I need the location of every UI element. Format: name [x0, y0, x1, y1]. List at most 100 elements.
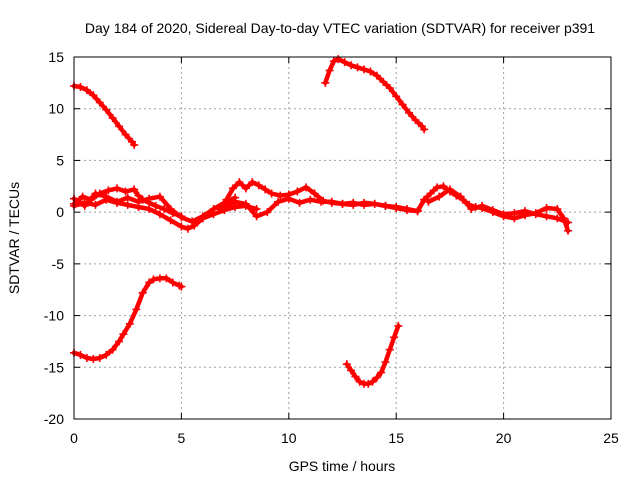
- data-point: [183, 224, 192, 233]
- y-tick-label: -20: [44, 411, 64, 427]
- data-point: [91, 189, 100, 198]
- data-point: [112, 197, 121, 206]
- data-point: [252, 205, 261, 214]
- data-point: [553, 214, 562, 223]
- data-point: [145, 278, 154, 287]
- data-point: [284, 194, 293, 203]
- data-point: [91, 200, 100, 209]
- data-point: [222, 195, 231, 204]
- data-point: [248, 178, 257, 187]
- data-point: [510, 209, 519, 218]
- x-tick-label: 20: [496, 430, 512, 446]
- data-point: [261, 185, 270, 194]
- data-point: [325, 66, 334, 75]
- data-point: [372, 71, 381, 80]
- data-point: [390, 333, 399, 342]
- data-point: [381, 201, 390, 210]
- data-point: [327, 197, 336, 206]
- y-tick-label: -5: [52, 256, 65, 272]
- data-point: [112, 184, 121, 193]
- data-point: [119, 330, 128, 339]
- y-tick-label: 10: [48, 101, 64, 117]
- data-point: [145, 205, 154, 214]
- data-point: [231, 197, 240, 206]
- data-point: [359, 65, 368, 74]
- data-point: [439, 182, 448, 191]
- data-point: [310, 189, 319, 198]
- series-arc-4: [70, 189, 240, 226]
- y-tick-label: -10: [44, 308, 64, 324]
- series-arc-1: [70, 81, 139, 149]
- y-tick-label: 15: [48, 49, 64, 65]
- x-tick-label: 15: [388, 430, 404, 446]
- y-axis-label: SDTVAR / TECUs: [6, 182, 22, 294]
- data-point: [166, 205, 175, 214]
- data-point: [263, 208, 272, 217]
- data-point: [381, 358, 390, 367]
- data-point: [168, 278, 177, 287]
- y-tick-label: 0: [56, 204, 64, 220]
- data-point: [254, 181, 263, 190]
- data-point: [349, 198, 358, 207]
- data-point: [392, 202, 401, 211]
- data-point: [379, 77, 388, 86]
- data-point: [155, 192, 164, 201]
- data-point: [76, 82, 85, 91]
- data-point: [274, 197, 283, 206]
- data-point: [405, 108, 414, 117]
- data-point: [123, 200, 132, 209]
- data-point: [433, 183, 442, 192]
- data-point: [542, 204, 551, 213]
- y-tick-label: -15: [44, 359, 64, 375]
- plot-frame: [73, 56, 612, 420]
- data-point: [115, 122, 124, 131]
- data-point: [392, 92, 401, 101]
- data-point: [89, 355, 98, 364]
- data-point: [564, 218, 573, 227]
- data-point: [108, 114, 117, 123]
- data-point: [121, 130, 130, 139]
- data-point: [134, 197, 143, 206]
- data-point: [241, 199, 250, 208]
- data-point: [340, 58, 349, 67]
- data-point: [456, 192, 465, 201]
- data-point: [467, 205, 476, 214]
- data-point: [377, 368, 386, 377]
- data-point: [198, 212, 207, 221]
- data-point: [78, 192, 87, 201]
- data-point: [241, 184, 250, 193]
- data-point: [235, 178, 244, 187]
- data-point: [162, 274, 171, 283]
- data-point: [564, 226, 573, 235]
- series-arc-7: [220, 194, 422, 221]
- data-point: [306, 195, 315, 204]
- data-point: [216, 205, 225, 214]
- data-point: [155, 210, 164, 219]
- data-point: [385, 345, 394, 354]
- data-point: [531, 210, 540, 219]
- data-point: [130, 140, 139, 149]
- x-tick-label: 25: [603, 430, 619, 446]
- data-point: [138, 288, 147, 297]
- data-point: [321, 78, 330, 87]
- data-point: [76, 350, 85, 359]
- data-point: [359, 200, 368, 209]
- data-point: [267, 189, 276, 198]
- data-point: [402, 205, 411, 214]
- data-point: [329, 57, 338, 66]
- data-point: [420, 195, 429, 204]
- data-point: [276, 191, 285, 200]
- data-point: [364, 379, 373, 388]
- data-point: [220, 202, 229, 211]
- data-point: [347, 61, 356, 70]
- data-point: [102, 105, 111, 114]
- data-point: [445, 185, 454, 194]
- data-point: [426, 189, 435, 198]
- data-layer: [70, 55, 573, 388]
- data-point: [145, 194, 154, 203]
- data-point: [102, 350, 111, 359]
- x-tick-label: 0: [70, 430, 78, 446]
- data-point: [295, 198, 304, 207]
